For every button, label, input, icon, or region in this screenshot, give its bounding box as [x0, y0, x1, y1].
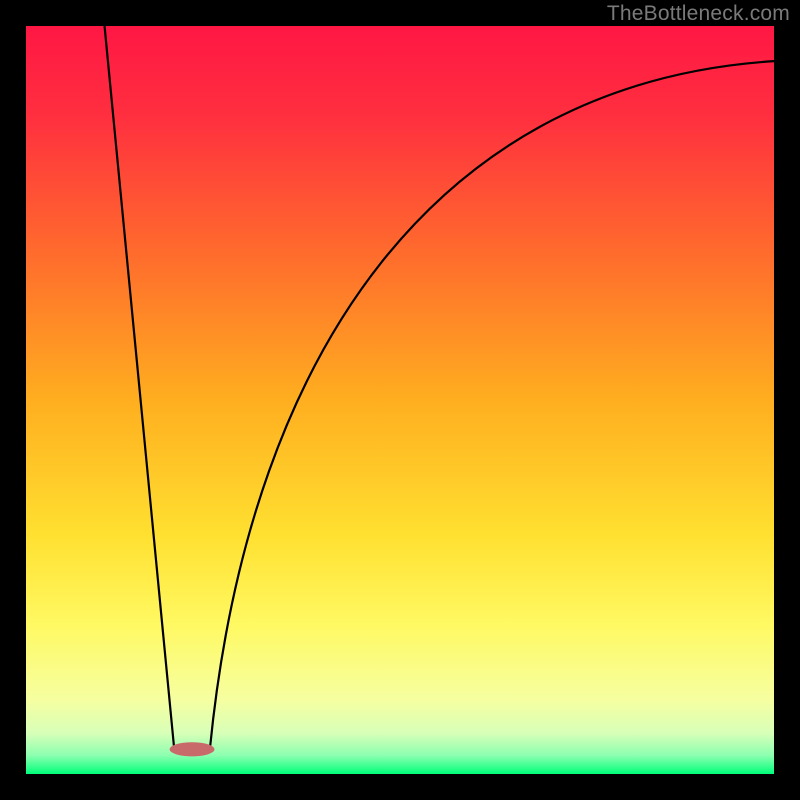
- minimum-marker: [170, 742, 215, 756]
- plot-background: [26, 26, 774, 774]
- watermark-text: TheBottleneck.com: [607, 2, 790, 26]
- chart-container: TheBottleneck.com: [0, 0, 800, 800]
- bottleneck-chart: [0, 0, 800, 800]
